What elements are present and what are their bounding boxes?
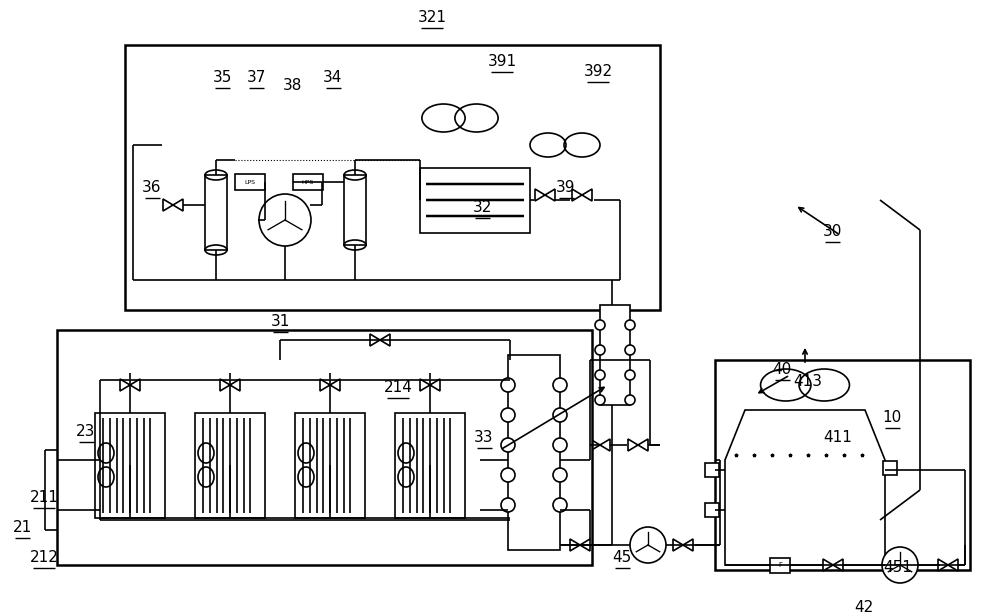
- Bar: [95, 413, 165, 518]
- Circle shape: [501, 408, 515, 422]
- Bar: [770, 558, 790, 573]
- Polygon shape: [570, 539, 590, 551]
- Text: 34: 34: [323, 71, 343, 85]
- Bar: [883, 461, 897, 475]
- Circle shape: [501, 468, 515, 482]
- Text: 31: 31: [270, 314, 290, 330]
- Circle shape: [501, 378, 515, 392]
- Bar: [508, 355, 560, 550]
- Text: 214: 214: [384, 381, 412, 395]
- Circle shape: [501, 498, 515, 512]
- Text: HPS: HPS: [302, 179, 314, 184]
- Circle shape: [882, 547, 918, 583]
- Text: 40: 40: [772, 362, 792, 378]
- Text: 321: 321: [418, 10, 446, 26]
- Bar: [600, 305, 630, 405]
- Polygon shape: [823, 559, 843, 571]
- Text: 35: 35: [212, 71, 232, 85]
- Text: 391: 391: [487, 55, 517, 69]
- Text: 23: 23: [76, 424, 96, 440]
- Text: 30: 30: [822, 225, 842, 239]
- Polygon shape: [120, 379, 140, 391]
- Polygon shape: [628, 439, 648, 451]
- Polygon shape: [725, 410, 885, 565]
- Polygon shape: [535, 189, 555, 201]
- Bar: [205, 175, 227, 250]
- Bar: [344, 175, 366, 245]
- Polygon shape: [572, 189, 592, 201]
- Text: 10: 10: [882, 411, 902, 426]
- Circle shape: [553, 468, 567, 482]
- Text: 451: 451: [884, 561, 912, 575]
- Circle shape: [595, 320, 605, 330]
- Circle shape: [595, 345, 605, 355]
- Text: LPS: LPS: [244, 179, 256, 184]
- Circle shape: [625, 395, 635, 405]
- Text: 392: 392: [583, 64, 613, 79]
- Circle shape: [630, 527, 666, 563]
- Polygon shape: [590, 439, 610, 451]
- Circle shape: [553, 378, 567, 392]
- Text: F: F: [778, 562, 782, 568]
- Circle shape: [501, 438, 515, 452]
- Polygon shape: [220, 379, 240, 391]
- Text: 33: 33: [474, 430, 494, 446]
- Text: 42: 42: [854, 600, 874, 614]
- Text: 32: 32: [472, 201, 492, 216]
- Circle shape: [595, 370, 605, 380]
- Bar: [420, 168, 530, 233]
- Polygon shape: [673, 539, 693, 551]
- Polygon shape: [320, 379, 340, 391]
- Text: 413: 413: [794, 375, 822, 389]
- Bar: [57, 330, 592, 565]
- Bar: [195, 413, 265, 518]
- Polygon shape: [163, 199, 183, 211]
- Text: 211: 211: [30, 491, 58, 505]
- Text: 38: 38: [283, 77, 303, 93]
- Circle shape: [259, 194, 311, 246]
- Circle shape: [553, 438, 567, 452]
- Circle shape: [553, 408, 567, 422]
- Polygon shape: [370, 334, 390, 346]
- Polygon shape: [938, 559, 958, 571]
- Text: 45: 45: [612, 551, 632, 565]
- Circle shape: [625, 370, 635, 380]
- Polygon shape: [420, 379, 440, 391]
- Bar: [395, 413, 465, 518]
- Text: 36: 36: [142, 181, 162, 195]
- Bar: [715, 360, 970, 570]
- Text: 37: 37: [246, 71, 266, 85]
- Circle shape: [625, 345, 635, 355]
- Text: 212: 212: [30, 551, 58, 565]
- Text: 21: 21: [12, 521, 32, 535]
- Bar: [295, 413, 365, 518]
- Bar: [293, 174, 323, 190]
- Bar: [125, 45, 660, 310]
- Bar: [705, 503, 719, 517]
- Text: 39: 39: [556, 181, 576, 195]
- Circle shape: [553, 498, 567, 512]
- Circle shape: [625, 320, 635, 330]
- Bar: [235, 174, 265, 190]
- Circle shape: [595, 395, 605, 405]
- Text: 411: 411: [824, 430, 852, 446]
- Bar: [705, 463, 719, 477]
